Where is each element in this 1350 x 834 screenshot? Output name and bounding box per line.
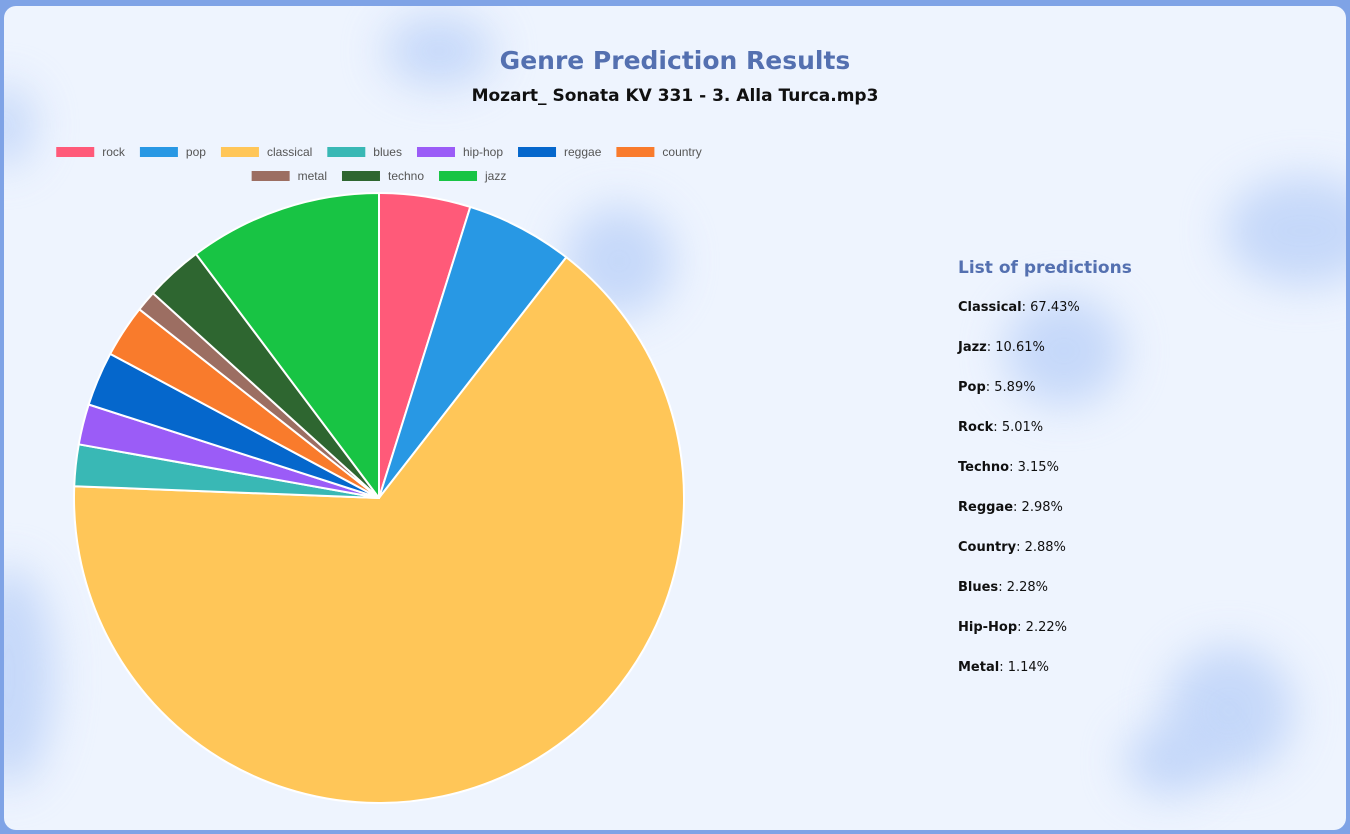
prediction-value: 2.22% xyxy=(1025,620,1067,635)
prediction-item: Pop: 5.89% xyxy=(958,380,1318,420)
prediction-genre: Rock xyxy=(958,420,994,435)
file-name: Mozart_ Sonata KV 331 - 3. Alla Turca.mp… xyxy=(471,86,879,106)
background-blob xyxy=(1124,726,1214,796)
genre-pie-chart: rock pop classical blues hip-hop reggae countr… xyxy=(56,145,702,804)
predictions-heading: List of predictions xyxy=(958,258,1132,278)
prediction-genre: Techno xyxy=(958,460,1010,475)
prediction-value: 2.28% xyxy=(1006,580,1049,595)
legend-swatch xyxy=(341,171,380,181)
legend-swatch xyxy=(251,171,290,181)
prediction-separator: : xyxy=(999,660,1008,675)
legend-label: jazz xyxy=(484,169,506,183)
legend-label: classical xyxy=(267,145,312,159)
legend-item-country[interactable]: country xyxy=(616,145,702,159)
legend-item-hip-hop[interactable]: hip-hop xyxy=(416,145,503,159)
legend-label: rock xyxy=(102,145,126,159)
legend-swatch xyxy=(139,147,178,157)
legend-label: techno xyxy=(388,169,424,183)
prediction-item: Hip-Hop: 2.22% xyxy=(958,620,1318,660)
prediction-genre: Pop xyxy=(958,380,986,395)
prediction-separator: : xyxy=(1013,500,1022,515)
legend-swatch xyxy=(616,147,655,157)
pie-slice-jazz[interactable] xyxy=(194,192,380,499)
page-title: Genre Prediction Results xyxy=(499,46,851,75)
predictions-list: Classical: 67.43% Jazz: 10.61% Pop: 5.89% R… xyxy=(958,300,1318,700)
legend-label: pop xyxy=(186,145,206,159)
prediction-value: 1.14% xyxy=(1007,660,1050,675)
prediction-value: 10.61% xyxy=(995,340,1045,355)
legend-swatch xyxy=(518,147,557,157)
prediction-item: Reggae: 2.98% xyxy=(958,500,1318,540)
chart-legend: rock pop classical blues hip-hop reggae countr… xyxy=(56,145,702,183)
prediction-separator: : xyxy=(986,340,996,355)
legend-item-rock[interactable]: rock xyxy=(56,145,126,159)
prediction-separator: : xyxy=(993,420,1002,435)
background-blob xyxy=(1224,176,1346,286)
legend-item-metal[interactable]: metal xyxy=(251,169,327,183)
legend-item-reggae[interactable]: reggae xyxy=(518,145,602,159)
prediction-separator: : xyxy=(1021,300,1031,315)
legend-label: country xyxy=(662,145,701,159)
legend-item-blues[interactable]: blues xyxy=(327,145,402,159)
legend-swatch xyxy=(439,171,478,181)
prediction-genre: Country xyxy=(958,540,1017,555)
legend-label: metal xyxy=(298,169,327,183)
legend-label: hip-hop xyxy=(463,145,503,159)
prediction-item: Metal: 1.14% xyxy=(958,660,1318,700)
predictions-panel: List of predictions Classical: 67.43% Jaz… xyxy=(958,258,1318,700)
prediction-genre: Jazz xyxy=(958,340,987,355)
prediction-separator: : xyxy=(1016,540,1025,555)
legend-item-techno[interactable]: techno xyxy=(341,169,424,183)
prediction-genre: Classical xyxy=(958,300,1022,315)
prediction-value: 2.98% xyxy=(1021,500,1063,515)
prediction-separator: : xyxy=(1009,460,1018,475)
prediction-value: 2.88% xyxy=(1024,540,1066,555)
results-card: Genre Prediction Results Mozart_ Sonata … xyxy=(4,6,1346,830)
prediction-separator: : xyxy=(1017,620,1026,635)
legend-swatch xyxy=(327,147,366,157)
prediction-value: 5.01% xyxy=(1001,420,1044,435)
legend-label: blues xyxy=(373,145,402,159)
prediction-item: Blues: 2.28% xyxy=(958,580,1318,620)
prediction-genre: Blues xyxy=(958,580,999,595)
legend-swatch xyxy=(416,147,455,157)
prediction-item: Techno: 3.15% xyxy=(958,460,1318,500)
legend-item-jazz[interactable]: jazz xyxy=(439,169,506,183)
prediction-value: 5.89% xyxy=(994,380,1036,395)
legend-item-pop[interactable]: pop xyxy=(139,145,206,159)
background-blob xyxy=(1004,296,1124,406)
prediction-item: Rock: 5.01% xyxy=(958,420,1318,460)
pie-slice-classical[interactable] xyxy=(73,256,685,804)
prediction-item: Country: 2.88% xyxy=(958,540,1318,580)
legend-label: reggae xyxy=(564,145,602,159)
prediction-item: Jazz: 10.61% xyxy=(958,340,1318,380)
prediction-separator: : xyxy=(998,580,1007,595)
prediction-separator: : xyxy=(985,380,995,395)
prediction-value: 3.15% xyxy=(1017,460,1059,475)
legend-swatch xyxy=(220,147,259,157)
pie-slices xyxy=(73,192,685,804)
background-blob xyxy=(384,16,494,86)
prediction-genre: Metal xyxy=(958,660,1000,675)
prediction-genre: Hip-Hop xyxy=(958,620,1018,635)
legend-item-classical[interactable]: classical xyxy=(220,145,312,159)
prediction-item: Classical: 67.43% xyxy=(958,300,1318,340)
prediction-genre: Reggae xyxy=(958,500,1014,515)
prediction-value: 67.43% xyxy=(1030,300,1080,315)
legend-swatch xyxy=(56,147,95,157)
